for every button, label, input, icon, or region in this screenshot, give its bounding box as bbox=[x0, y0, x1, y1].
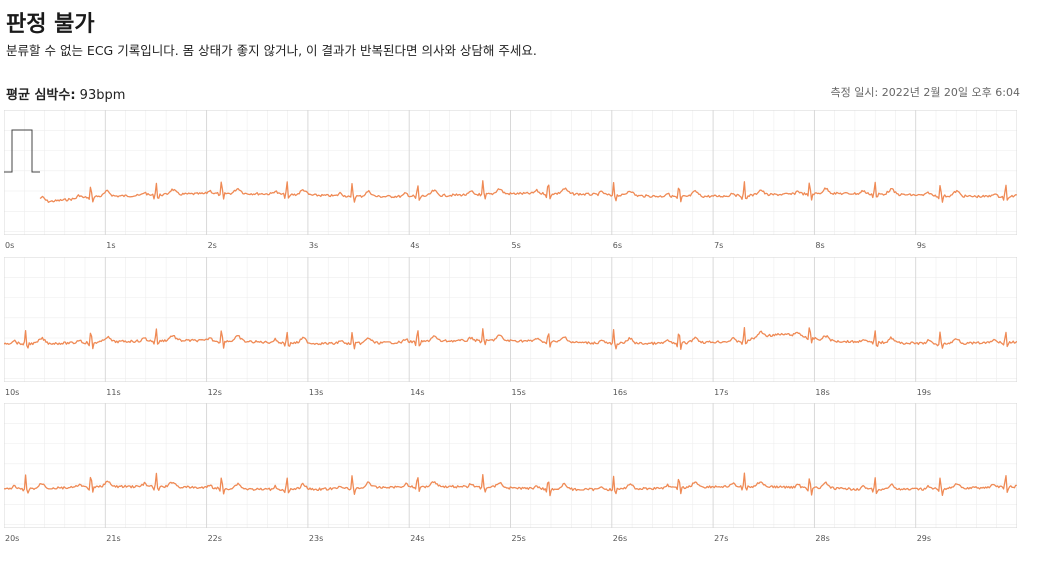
time-tick-label: 21s bbox=[106, 534, 121, 543]
time-tick-label: 25s bbox=[511, 534, 526, 543]
time-tick-label: 13s bbox=[308, 388, 324, 397]
ecg-grid bbox=[4, 403, 1017, 528]
time-tick-label: 3s bbox=[308, 241, 319, 250]
ecg-strip-10-20s: 10s 11s 12s 13s 14s 15s 16s 17s 18s 19s bbox=[4, 257, 1017, 402]
time-tick-label: 23s bbox=[308, 534, 324, 543]
ecg-trace bbox=[4, 326, 1017, 350]
time-tick-label: 1s bbox=[106, 241, 116, 250]
time-tick-label: 4s bbox=[410, 241, 420, 250]
ecg-major-grid bbox=[4, 110, 1017, 235]
time-tick-label: 2s bbox=[207, 241, 217, 250]
average-heart-rate-label: 평균 심박수: bbox=[6, 88, 76, 103]
time-tick-label: 16s bbox=[612, 388, 628, 397]
result-title: 판정 불가 bbox=[6, 12, 95, 37]
time-tick-label: 20s bbox=[5, 534, 20, 543]
time-tick-label: 22s bbox=[207, 534, 222, 543]
time-tick-label: 24s bbox=[410, 534, 425, 543]
ecg-major-grid bbox=[4, 257, 1017, 382]
ecg-strip-20-30s: 20s 21s 22s 23s 24s 25s 26s 27s 28s 29s bbox=[4, 403, 1017, 548]
ecg-trace bbox=[39, 180, 1017, 203]
time-tick-label: 19s bbox=[916, 388, 932, 397]
ecg-major-grid bbox=[4, 403, 1017, 528]
time-tick-label: 0s bbox=[5, 241, 15, 250]
time-tick-label: 28s bbox=[815, 534, 830, 543]
time-tick-label: 6s bbox=[612, 241, 623, 250]
time-tick-label: 18s bbox=[815, 388, 830, 397]
time-tick-label: 7s bbox=[714, 241, 724, 250]
ecg-grid bbox=[4, 257, 1017, 382]
time-tick-label: 11s bbox=[106, 388, 121, 397]
time-tick-label: 29s bbox=[916, 534, 932, 543]
time-tick-label: 8s bbox=[815, 241, 825, 250]
time-tick-label: 26s bbox=[612, 534, 628, 543]
time-tick-label: 14s bbox=[410, 388, 425, 397]
time-tick-label: 27s bbox=[714, 534, 729, 543]
time-tick-label: 9s bbox=[916, 241, 926, 250]
ecg-trace bbox=[4, 472, 1017, 497]
time-tick-label: 15s bbox=[511, 388, 526, 397]
time-tick-label: 10s bbox=[5, 388, 20, 397]
ecg-grid bbox=[4, 110, 1017, 235]
result-description: 분류할 수 없는 ECG 기록입니다. 몸 상태가 좋지 않거나, 이 결과가 … bbox=[6, 43, 537, 58]
ecg-strip-0-10s: 0s 1s 2s 3s 4s 5s 6s 7s 8s 9s bbox=[4, 110, 1017, 255]
calibration-pulse bbox=[4, 129, 40, 173]
measured-at: 측정 일시: 2022년 2월 20일 오후 6:04 bbox=[830, 86, 1020, 99]
average-heart-rate: 평균 심박수: 93bpm bbox=[6, 84, 125, 103]
average-heart-rate-value: 93bpm bbox=[79, 88, 126, 103]
time-tick-label: 5s bbox=[511, 241, 521, 250]
time-tick-label: 12s bbox=[207, 388, 222, 397]
time-tick-label: 17s bbox=[714, 388, 729, 397]
